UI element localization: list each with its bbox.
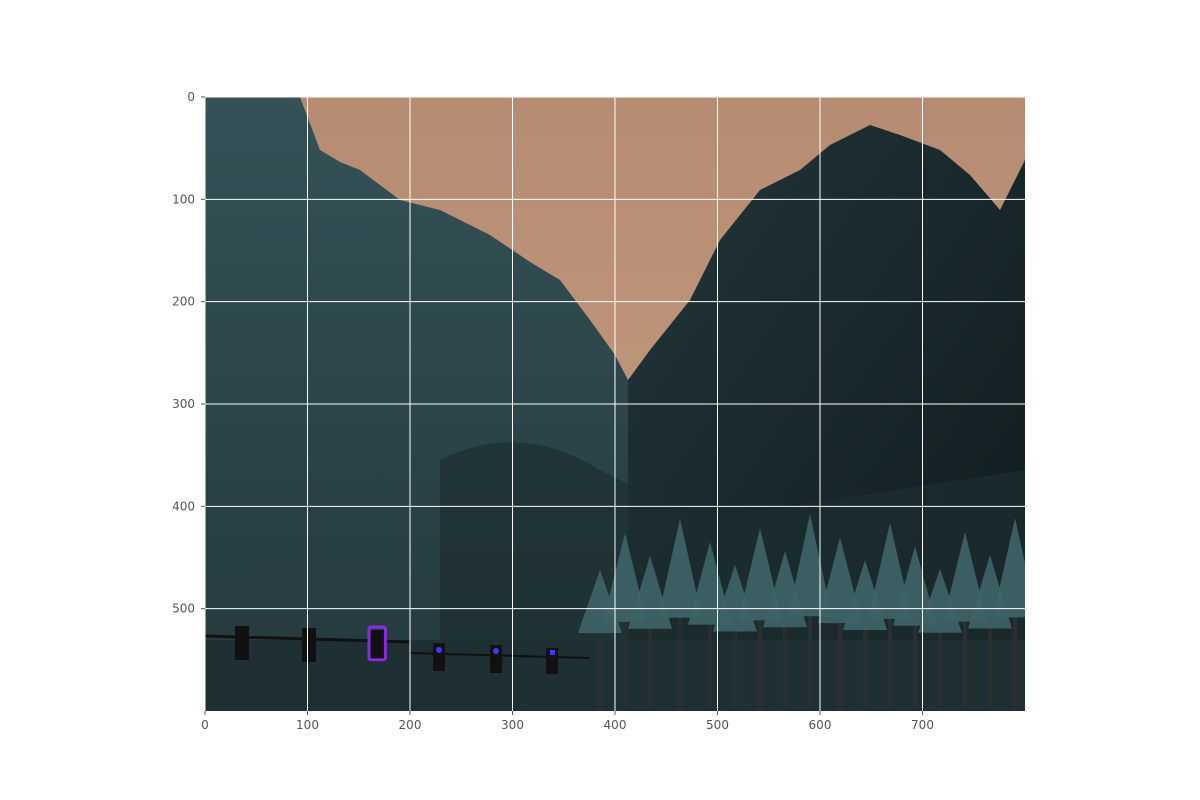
tree	[658, 519, 702, 711]
tree	[603, 533, 647, 711]
tree	[818, 537, 862, 711]
tree	[943, 532, 987, 711]
signal-lamp	[436, 647, 442, 653]
y-tick-label: 100	[172, 192, 195, 206]
traffic-light	[235, 626, 249, 660]
axis-ticks: 0 100 200 300 400 500 600 700 0 100 200 300 400 500	[172, 90, 934, 732]
x-tick-label: 300	[501, 718, 524, 732]
x-tick-label: 500	[706, 718, 729, 732]
tree	[893, 546, 937, 711]
tree	[993, 518, 1025, 711]
y-tick-label: 300	[172, 397, 195, 411]
signal-lamp	[493, 648, 499, 654]
x-tick-label: 400	[604, 718, 627, 732]
traffic-light	[302, 628, 316, 662]
traffic-light	[370, 630, 384, 662]
tree	[738, 528, 782, 711]
trees	[578, 514, 1025, 711]
traffic-light	[490, 645, 502, 673]
y-tick-label: 200	[172, 295, 195, 309]
y-tick-label: 500	[172, 602, 195, 616]
y-tick-label: 0	[187, 90, 195, 104]
signal-lamp	[550, 650, 555, 655]
annotation-box	[367, 625, 387, 662]
tree	[868, 523, 912, 711]
y-tick-label: 400	[172, 499, 195, 513]
x-tick-label: 700	[911, 718, 934, 732]
annotations	[367, 625, 387, 662]
x-tick-label: 0	[201, 718, 209, 732]
x-tick-label: 100	[296, 718, 319, 732]
x-tick-label: 600	[809, 718, 832, 732]
tree	[788, 514, 832, 711]
tree	[688, 542, 732, 711]
x-tick-label: 200	[399, 718, 422, 732]
